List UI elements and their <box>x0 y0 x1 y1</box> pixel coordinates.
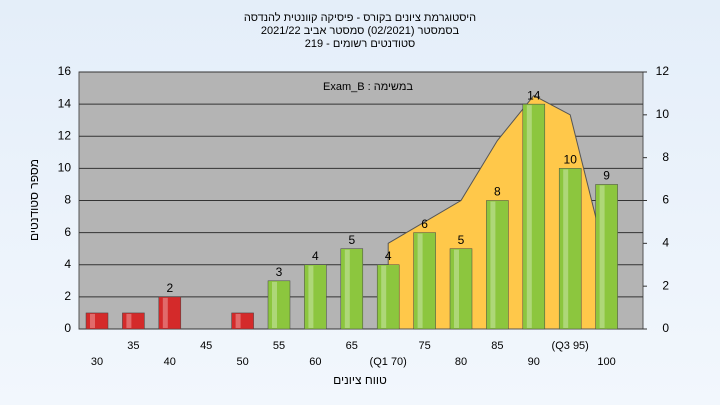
bar-highlight <box>308 265 314 328</box>
y2-tick-label: 4 <box>662 236 669 250</box>
bar <box>340 248 364 330</box>
data-label: 5 <box>348 233 355 247</box>
bar-highlight <box>235 313 241 328</box>
y-axis-label: מספר סטודנטים <box>27 159 41 241</box>
bar <box>522 103 546 330</box>
bar <box>267 280 291 330</box>
bar-highlight <box>162 297 168 328</box>
bar <box>595 184 618 330</box>
y-tick-label: 4 <box>64 257 71 271</box>
bar <box>558 168 582 330</box>
bar-highlight <box>126 313 132 328</box>
bar-highlight <box>563 169 569 328</box>
y2-tick-label: 12 <box>656 64 670 78</box>
y2-tick-label: 8 <box>662 150 669 164</box>
y2-tick-label: 2 <box>662 278 669 292</box>
bar <box>376 264 400 330</box>
data-label: 2 <box>166 281 173 295</box>
bar <box>486 200 509 330</box>
data-label: 5 <box>458 233 465 247</box>
bar <box>413 232 436 330</box>
chart-subtitle: בסמסטר (02/2021) סמסטר אביב 2021/22 <box>261 25 460 37</box>
y2-tick-label: 10 <box>656 107 670 121</box>
y-tick-label: 6 <box>64 225 71 239</box>
data-label: 14 <box>527 88 541 102</box>
bar-highlight <box>417 233 423 328</box>
chart-title: היסטוגרמת ציונים בקורס - פיסיקה קוונטית … <box>244 11 476 24</box>
bar-highlight <box>344 249 350 328</box>
x-tick-label: 30 <box>91 356 103 368</box>
y-tick-label: 16 <box>58 64 72 78</box>
y2-tick-label: 6 <box>662 193 669 207</box>
x-tick-label: 75 <box>418 340 430 352</box>
bar <box>304 264 327 330</box>
data-label: 3 <box>276 265 283 279</box>
x-tick-label: 35 <box>127 340 139 352</box>
bar-highlight <box>599 185 605 328</box>
data-label: 4 <box>385 249 392 263</box>
y-tick-label: 8 <box>64 193 71 207</box>
x-tick-label: 45 <box>200 340 212 352</box>
bar-highlight <box>272 281 277 328</box>
x-tick-label: 40 <box>164 356 176 368</box>
bar-highlight <box>381 265 387 328</box>
y-tick-label: 10 <box>58 161 72 175</box>
annotation: Exam_B : במשימה <box>323 81 413 93</box>
x-tick-label: 65 <box>346 340 358 352</box>
bar-highlight <box>90 313 95 328</box>
data-label: 8 <box>494 185 501 199</box>
bar-highlight <box>454 249 459 328</box>
data-label: 10 <box>564 153 578 167</box>
bar <box>231 312 254 330</box>
x-tick-label: 55 <box>273 340 285 352</box>
x-tick-label: (Q3 95) <box>552 340 589 352</box>
x-tick-label: 85 <box>491 340 503 352</box>
y-tick-label: 2 <box>64 289 71 303</box>
bar <box>449 248 473 330</box>
y-tick-label: 0 <box>64 321 71 335</box>
chart-subtitle: סטודנטים רשומים - 219 <box>305 38 416 50</box>
data-label: 6 <box>421 217 428 231</box>
x-tick-label: 60 <box>309 356 321 368</box>
bar <box>158 296 182 330</box>
x-tick-label: 80 <box>455 356 467 368</box>
x-tick-label: 50 <box>236 356 248 368</box>
data-label: 9 <box>603 169 610 183</box>
bar <box>85 312 109 330</box>
y-tick-label: 14 <box>58 96 72 110</box>
y2-tick-label: 0 <box>662 321 669 335</box>
y-tick-label: 12 <box>58 128 72 142</box>
x-tick-label: 100 <box>597 356 615 368</box>
bar-highlight <box>490 201 496 328</box>
x-tick-label: 90 <box>528 356 540 368</box>
x-axis-label: טווח ציונים <box>333 373 387 387</box>
data-label: 4 <box>312 249 319 263</box>
bar-highlight <box>526 105 532 328</box>
x-tick-label: (Q1 70) <box>370 356 407 368</box>
bar <box>122 312 145 330</box>
